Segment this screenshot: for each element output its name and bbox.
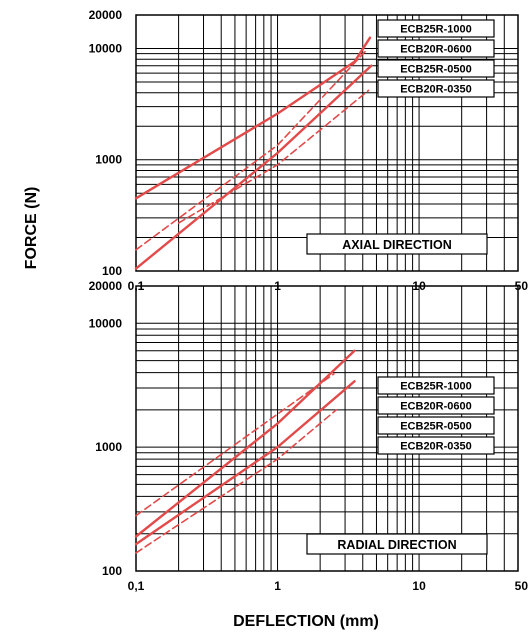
legend-box — [377, 396, 495, 415]
legend-box — [377, 59, 495, 78]
series-line-3 — [134, 64, 373, 270]
legend-entry: ECB25R-1000 — [400, 381, 472, 393]
legend-entry: ECB20R-0350 — [400, 441, 472, 453]
y-tick-label: 100 — [102, 264, 122, 278]
series-line-1 — [134, 36, 372, 200]
chart-panel-radial: 100 1000 10000 20000 0,1 1 10 50 ECB25R-1000 ECB2… — [89, 279, 529, 593]
legend-box — [377, 39, 495, 58]
y-tick-label: 1000 — [95, 153, 122, 167]
y-tick-label: 20000 — [89, 279, 123, 293]
series-line-2 — [135, 50, 367, 251]
series-line-4 — [135, 409, 338, 554]
direction-label: RADIAL DIRECTION — [337, 538, 456, 552]
series-line-2 — [134, 349, 356, 538]
legend-box — [377, 416, 495, 435]
legend-entry: ECB20R-0350 — [400, 84, 472, 96]
legend-entry: ECB25R-0500 — [400, 64, 472, 76]
y-tick-label: 20000 — [89, 8, 123, 22]
direction-label: AXIAL DIRECTION — [342, 238, 452, 252]
y-tick-label: 10000 — [89, 41, 123, 55]
series-line-4 — [177, 89, 370, 224]
direction-box — [306, 233, 488, 255]
legend-box — [377, 79, 495, 98]
plot-frame — [135, 14, 519, 272]
x-tick-label: 50 — [515, 579, 529, 593]
legend-entry: ECB20R-0600 — [400, 44, 472, 56]
x-axis-title: DEFLECTION (mm) — [233, 613, 379, 630]
y-tick-label: 100 — [102, 564, 122, 578]
chart-panel-axial: 100100010000200000,111050ECB25R-1000ECB2… — [89, 8, 529, 293]
legend-box — [377, 436, 495, 455]
legend-box — [377, 19, 495, 38]
legend-entry: ECB20R-0600 — [400, 401, 472, 413]
x-tick-label: 0,1 — [128, 579, 145, 593]
y-axis-title: FORCE (N) — [23, 187, 40, 270]
plot-frame — [135, 285, 519, 572]
x-tick-label: 10 — [412, 579, 426, 593]
legend-entry: ECB25R-0500 — [400, 421, 472, 433]
legend-entry: ECB25R-1000 — [400, 24, 472, 36]
direction-box — [306, 533, 488, 555]
x-tick-label: 1 — [274, 579, 281, 593]
y-tick-label: 10000 — [89, 316, 123, 330]
y-tick-label: 1000 — [95, 440, 122, 454]
series-line-3 — [134, 380, 356, 546]
legend-box — [377, 376, 495, 395]
